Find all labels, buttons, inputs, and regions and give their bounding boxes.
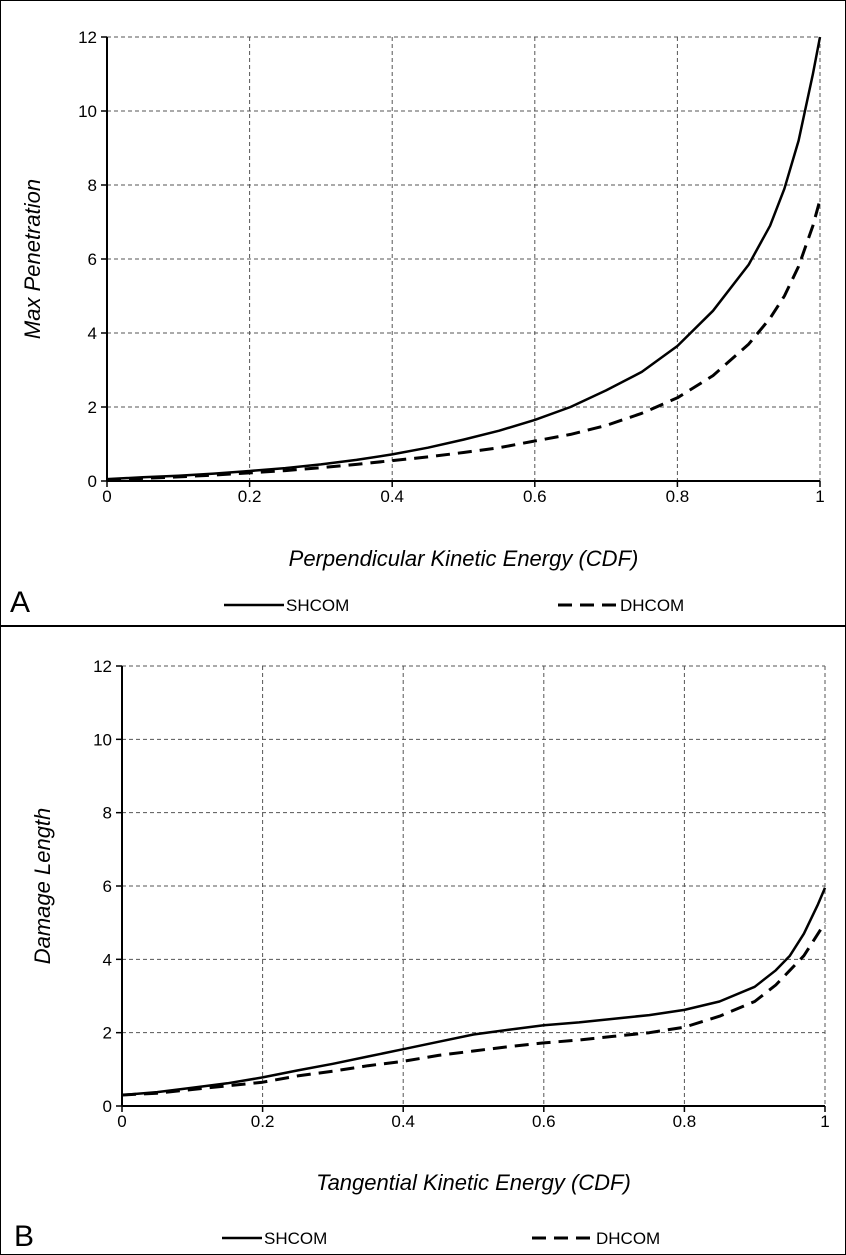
y-axis-title: Max Penetration	[20, 179, 45, 339]
x-tick-label: 0.8	[666, 487, 690, 506]
y-tick-label: 6	[88, 250, 97, 269]
y-tick-label: 12	[78, 28, 97, 47]
x-tick-label: 0.2	[251, 1112, 275, 1131]
legend-label-dhcom: DHCOM	[620, 596, 684, 615]
x-tick-label: 0.4	[380, 487, 404, 506]
y-tick-label: 8	[103, 804, 112, 823]
x-axis-title: Perpendicular Kinetic Energy (CDF)	[289, 546, 639, 571]
panel-a-frame	[0, 0, 846, 626]
x-tick-label: 0	[117, 1112, 126, 1131]
y-tick-label: 10	[93, 730, 112, 749]
y-tick-label: 4	[103, 950, 112, 969]
x-tick-label: 0.6	[532, 1112, 556, 1131]
panel-label: B	[14, 1220, 34, 1253]
legend-label-shcom: SHCOM	[264, 1229, 327, 1248]
y-tick-label: 4	[88, 324, 97, 343]
y-axis-title: Damage Length	[30, 808, 55, 965]
x-tick-label: 0.6	[523, 487, 547, 506]
x-tick-label: 0.8	[673, 1112, 697, 1131]
x-tick-label: 0.4	[391, 1112, 415, 1131]
series-line-dhcom	[121, 921, 827, 1097]
legend: SHCOM DHCOM	[222, 1229, 660, 1248]
y-tick-label: 8	[88, 176, 97, 195]
series-line-shcom	[121, 887, 827, 1097]
y-tick-label: 12	[93, 657, 112, 676]
panel-b-frame	[0, 626, 846, 1255]
y-tick-label: 0	[88, 472, 97, 491]
series-line-dhcom	[106, 199, 822, 482]
legend-label-shcom: SHCOM	[286, 596, 349, 615]
x-tick-label: 0.2	[238, 487, 262, 506]
panel-label: A	[10, 586, 30, 619]
x-tick-label: 1	[815, 487, 824, 506]
y-tick-label: 2	[88, 398, 97, 417]
y-tick-label: 6	[103, 877, 112, 896]
x-tick-label: 1	[820, 1112, 829, 1131]
y-tick-label: 0	[103, 1097, 112, 1116]
legend: SHCOM DHCOM	[224, 596, 684, 615]
x-tick-label: 0	[102, 487, 111, 506]
legend-label-dhcom: DHCOM	[596, 1229, 660, 1248]
series-line-shcom	[106, 36, 822, 481]
x-axis-title: Tangential Kinetic Energy (CDF)	[316, 1170, 631, 1195]
y-tick-label: 10	[78, 102, 97, 121]
y-tick-label: 2	[103, 1024, 112, 1043]
